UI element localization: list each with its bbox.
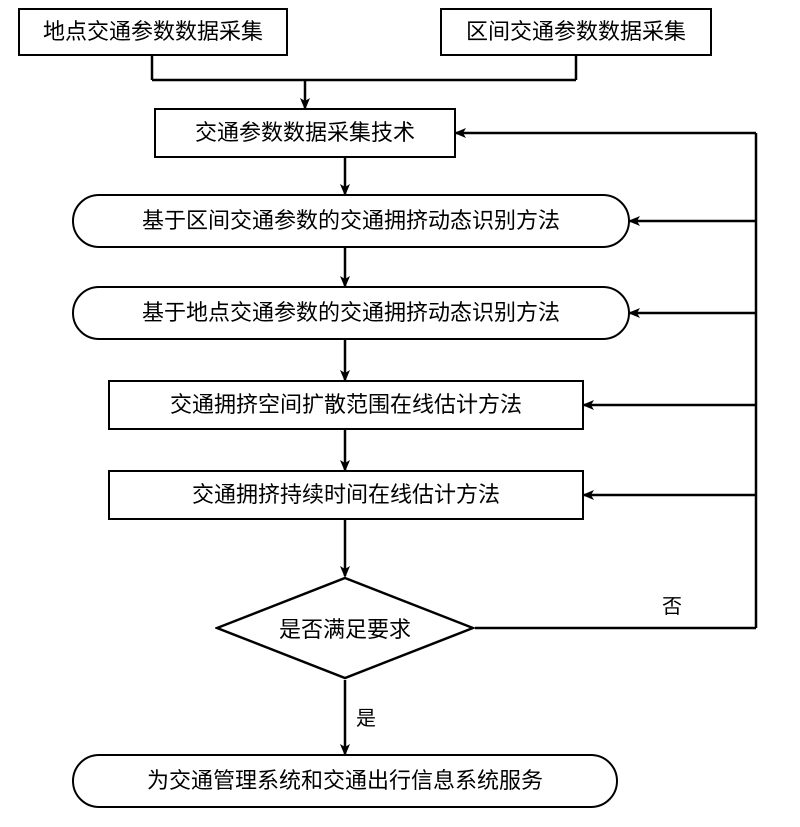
- node-label: 基于地点交通参数的交通拥挤动态识别方法: [142, 300, 560, 326]
- node-section-params: 区间交通参数数据采集: [440, 8, 712, 56]
- node-location-params: 地点交通参数数据采集: [18, 8, 288, 56]
- edge-label-no: 否: [662, 590, 682, 619]
- node-label: 为交通管理系统和交通出行信息系统服务: [147, 768, 543, 794]
- node-label: 交通参数数据采集技术: [195, 120, 415, 146]
- node-label: 基于区间交通参数的交通拥挤动态识别方法: [142, 208, 560, 234]
- node-label: 交通拥挤空间扩散范围在线估计方法: [170, 392, 522, 418]
- node-decision: 是否满足要求: [215, 576, 475, 680]
- node-label: 区间交通参数数据采集: [466, 19, 686, 45]
- node-service-output: 为交通管理系统和交通出行信息系统服务: [72, 754, 618, 808]
- node-label: 交通拥挤持续时间在线估计方法: [192, 482, 500, 508]
- node-data-collection-tech: 交通参数数据采集技术: [154, 108, 456, 158]
- node-label: 是否满足要求: [279, 612, 411, 644]
- node-duration-estimation: 交通拥挤持续时间在线估计方法: [108, 470, 584, 520]
- node-label: 地点交通参数数据采集: [43, 19, 263, 45]
- edge-label-yes: 是: [356, 702, 376, 731]
- node-location-congestion-method: 基于地点交通参数的交通拥挤动态识别方法: [72, 286, 630, 340]
- flowchart-canvas: 地点交通参数数据采集 区间交通参数数据采集 交通参数数据采集技术 基于区间交通参…: [0, 0, 800, 827]
- node-section-congestion-method: 基于区间交通参数的交通拥挤动态识别方法: [72, 194, 630, 248]
- node-spatial-diffusion-estimation: 交通拥挤空间扩散范围在线估计方法: [108, 380, 584, 430]
